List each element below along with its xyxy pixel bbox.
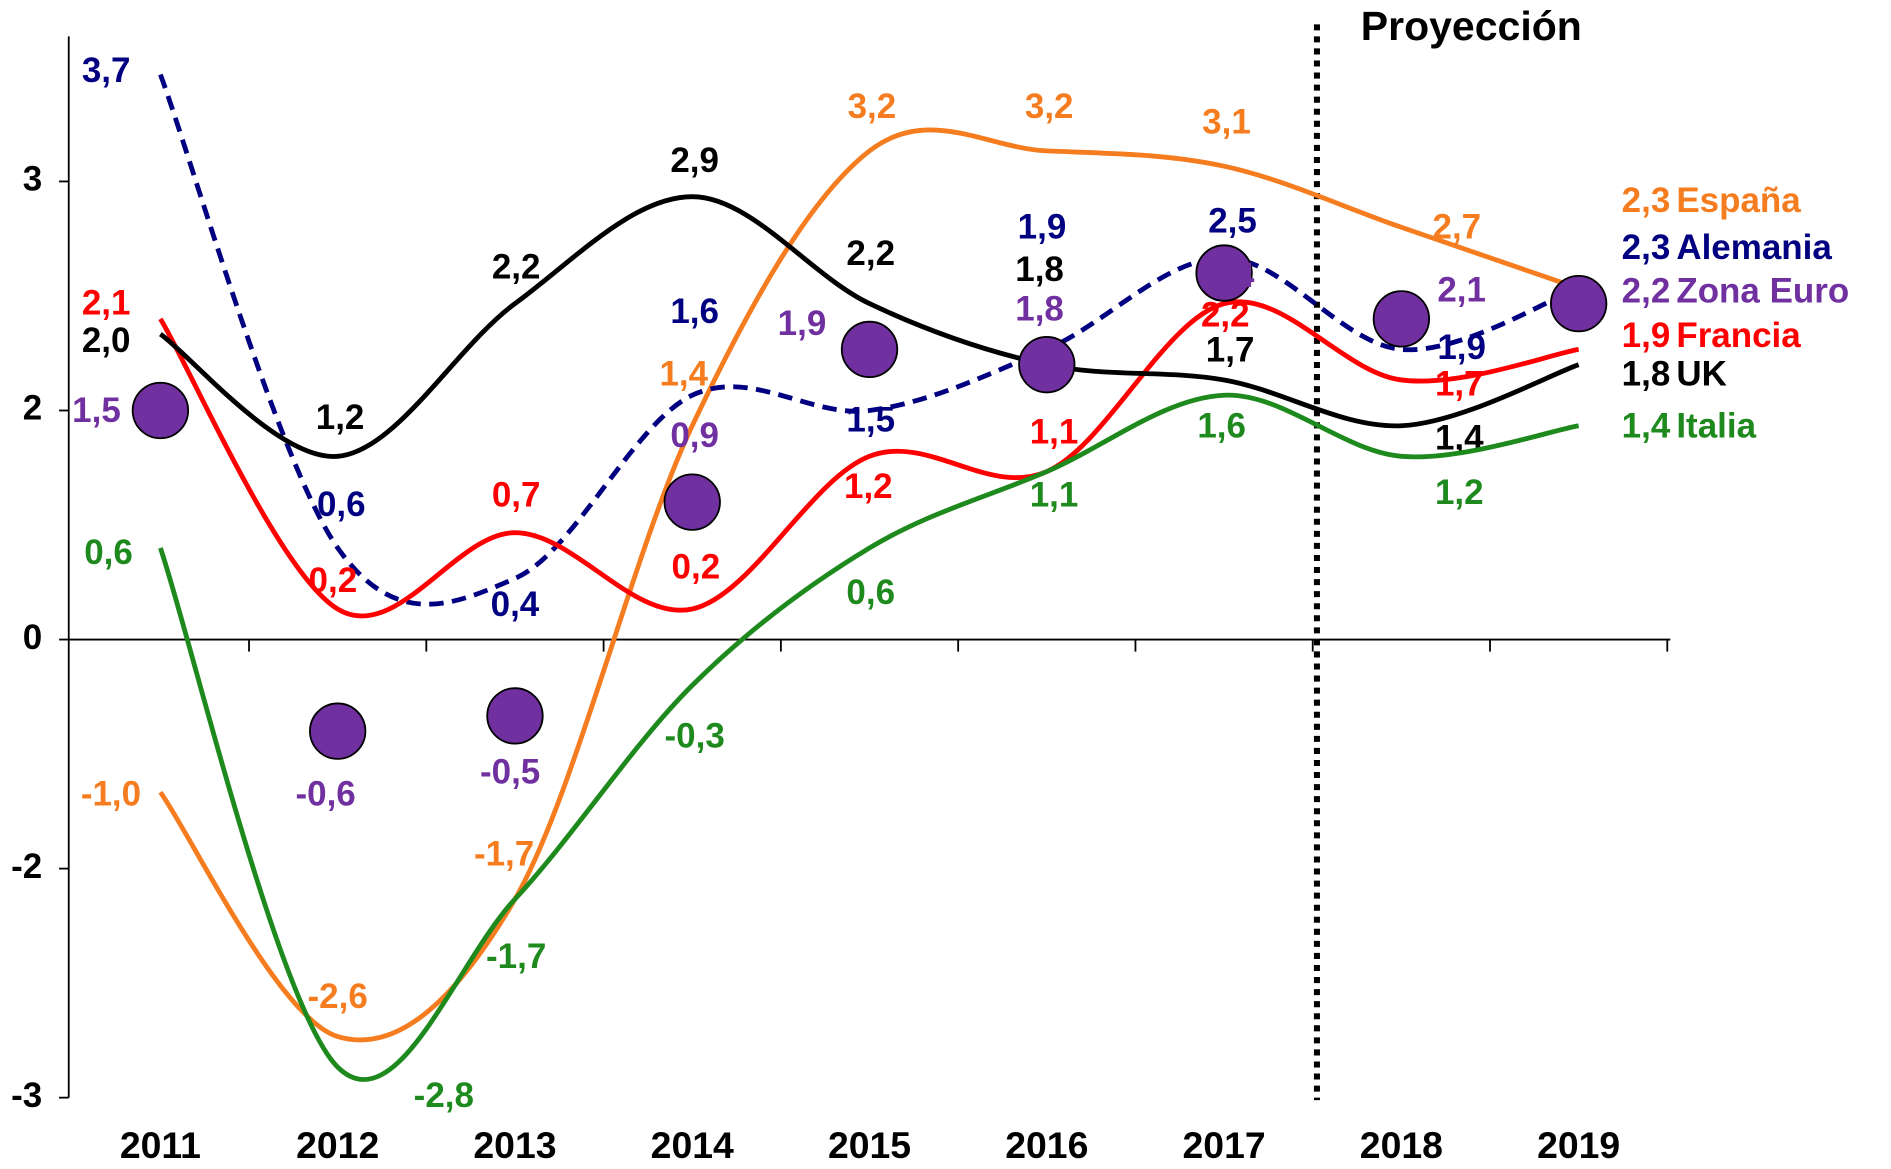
y-tick-label: 0 <box>23 618 42 657</box>
data-label: -0,6 <box>295 774 355 813</box>
data-label: 3,2 <box>1025 87 1074 126</box>
line <box>158 73 1580 607</box>
marker <box>1372 290 1431 348</box>
data-label: 1,4 <box>1622 407 1671 446</box>
data-label: 1,1 <box>1030 475 1079 514</box>
marker <box>486 687 544 745</box>
x-tick-label: 2011 <box>120 1124 201 1166</box>
data-label: 2,3 <box>1622 181 1671 220</box>
data-label: 1,2 <box>1435 473 1484 512</box>
data-label: 2,5 <box>1208 202 1257 241</box>
data-label: 1,9 <box>1018 208 1067 247</box>
data-label: 2,9 <box>670 141 719 180</box>
marker <box>1018 336 1076 394</box>
data-label: 1,7 <box>1435 364 1484 403</box>
legend-label: Zona Euro <box>1676 271 1849 310</box>
projection-label: Proyección <box>1361 3 1582 49</box>
x-tick-label: 2019 <box>1537 1124 1620 1166</box>
data-label: 1,6 <box>1197 407 1246 446</box>
data-label: 1,8 <box>1015 290 1064 329</box>
line <box>158 299 1580 619</box>
data-label: 0,9 <box>670 416 719 455</box>
data-label: 1,2 <box>316 398 365 437</box>
marker <box>840 320 899 379</box>
marker <box>663 473 721 531</box>
legend-label: España <box>1676 181 1801 220</box>
x-tick-label: 2016 <box>1005 1124 1088 1166</box>
y-tick-label: 2 <box>23 389 42 428</box>
data-label: 2,2 <box>1622 271 1671 310</box>
data-label: 0,6 <box>846 573 895 612</box>
legend-label: Italia <box>1676 407 1756 446</box>
data-label: -1,7 <box>486 937 546 976</box>
line <box>158 127 1580 1043</box>
marker <box>309 702 367 760</box>
data-label: -2,6 <box>308 977 368 1016</box>
x-tick-label: 2017 <box>1183 1124 1266 1166</box>
data-label: 0,2 <box>309 561 358 600</box>
data-label: 1,8 <box>1622 355 1671 394</box>
data-label: 2,7 <box>1433 208 1482 247</box>
data-label: 2,2 <box>1201 296 1250 335</box>
marker <box>1550 274 1608 333</box>
data-label: -1,7 <box>474 835 534 874</box>
data-label: 3,2 <box>848 87 897 126</box>
x-tick-label: 2013 <box>473 1124 556 1166</box>
data-label: 1,6 <box>670 292 719 331</box>
x-tick-label: 2012 <box>296 1124 379 1166</box>
line <box>158 392 1580 1082</box>
line <box>159 194 1580 459</box>
legend-label: Alemania <box>1676 228 1832 267</box>
y-tick-label: -3 <box>11 1076 42 1115</box>
data-label: 2,2 <box>492 247 541 286</box>
data-label: 1,5 <box>72 391 121 430</box>
data-label: 3,7 <box>82 51 131 90</box>
data-label: 0,7 <box>492 475 541 514</box>
legend-label: Francia <box>1676 316 1801 355</box>
data-label: 0,6 <box>317 485 366 524</box>
data-label: -2,8 <box>414 1076 474 1115</box>
data-label: -1,0 <box>81 774 141 813</box>
data-label: 0,6 <box>84 533 133 572</box>
data-label: 1,9 <box>1622 316 1671 355</box>
data-label: 2,0 <box>82 321 131 360</box>
data-label: -0,3 <box>665 716 725 755</box>
data-label: 2,2 <box>846 234 895 273</box>
x-tick-label: 2018 <box>1360 1124 1443 1166</box>
data-label: 1,8 <box>1015 250 1064 289</box>
data-label: 2,1 <box>82 284 131 323</box>
data-label: 1,5 <box>846 401 895 440</box>
x-tick-label: 2015 <box>828 1124 911 1166</box>
x-tick-label: 2014 <box>651 1124 734 1166</box>
marker <box>1195 244 1253 302</box>
data-label: 0,4 <box>491 585 540 624</box>
data-label: 3,1 <box>1202 103 1251 142</box>
y-tick-label: -2 <box>11 847 42 886</box>
marker <box>131 381 190 440</box>
y-tick-label: 3 <box>23 160 42 199</box>
data-label: 1,9 <box>778 304 827 343</box>
data-label: -0,5 <box>480 753 540 792</box>
data-label: 2,3 <box>1622 228 1671 267</box>
data-label: 2,4 <box>1206 256 1255 295</box>
data-label: 2,1 <box>1437 270 1486 309</box>
legend-label: UK <box>1676 355 1727 394</box>
data-label: 1,7 <box>1206 331 1255 370</box>
data-label: 1,2 <box>844 467 893 506</box>
data-label: 1,1 <box>1030 413 1079 452</box>
data-label: 1,9 <box>1437 328 1486 367</box>
data-label: 1,4 <box>659 355 708 394</box>
data-label: 0,2 <box>672 548 721 587</box>
